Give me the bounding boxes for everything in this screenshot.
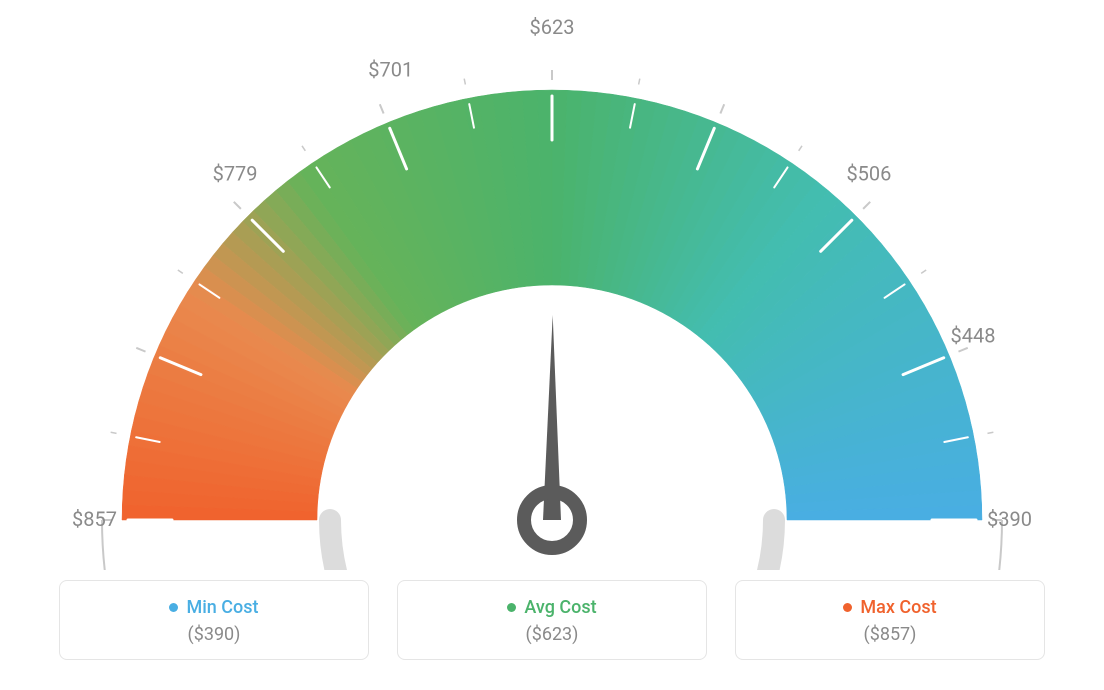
tick-label: $390	[987, 507, 1032, 531]
tick-label: $506	[846, 162, 891, 186]
gauge-chart: $390 $448 $506 $623 $701 $779 $857	[0, 0, 1104, 570]
legend-label-min: Min Cost	[186, 597, 258, 618]
tick-label: $779	[213, 162, 258, 186]
legend-value-max: ($857)	[756, 624, 1024, 645]
legend-label-avg: Avg Cost	[524, 597, 596, 618]
legend-card-min: Min Cost ($390)	[59, 580, 369, 660]
tick-label: $701	[368, 58, 413, 82]
legend-label-max: Max Cost	[860, 597, 936, 618]
tick-label: $623	[530, 15, 575, 39]
gauge-svg: $390 $448 $506 $623 $701 $779 $857	[0, 0, 1104, 570]
legend-value-avg: ($623)	[418, 624, 686, 645]
legend-card-avg: Avg Cost ($623)	[397, 580, 707, 660]
legend-dot-min	[169, 603, 178, 612]
legend-dot-max	[843, 603, 852, 612]
tick-label: $857	[72, 507, 117, 531]
legend-card-max: Max Cost ($857)	[735, 580, 1045, 660]
legend-dot-avg	[507, 603, 516, 612]
tick-label: $448	[950, 323, 995, 347]
legend-value-min: ($390)	[80, 624, 348, 645]
legend-row: Min Cost ($390) Avg Cost ($623) Max Cost…	[0, 580, 1104, 660]
